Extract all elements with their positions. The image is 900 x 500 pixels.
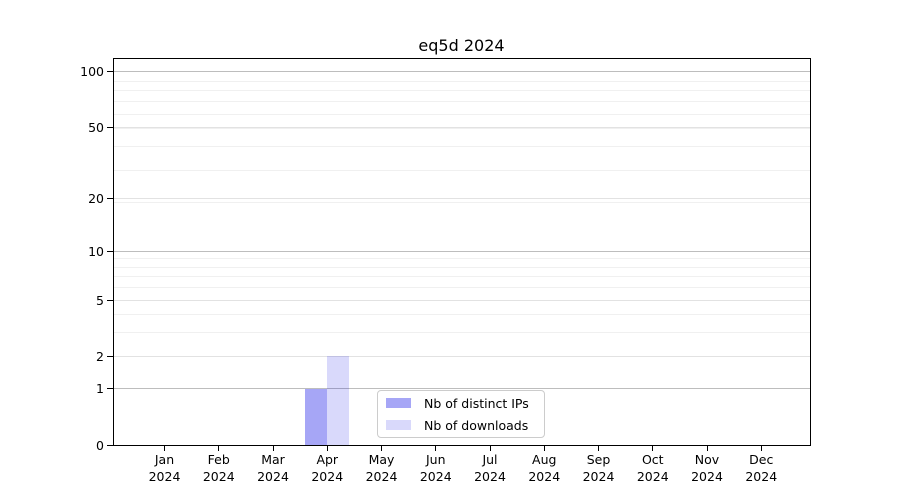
x-tick-label-may-2024: May 2024 <box>365 452 398 484</box>
x-tick <box>326 446 328 451</box>
y-gridline <box>113 71 810 73</box>
x-tick <box>760 446 762 451</box>
x-tick <box>218 446 220 451</box>
x-tick <box>164 446 165 451</box>
y-gridline <box>113 355 810 357</box>
y-tick-label: 100 <box>80 64 104 80</box>
x-tick-label-apr-2024: Apr 2024 <box>311 452 344 484</box>
x-tick <box>489 446 491 451</box>
y-tick-label: 20 <box>88 191 104 207</box>
y-tick-label: 50 <box>88 119 104 135</box>
y-gridline <box>113 250 810 252</box>
x-tick-label-nov-2024: Nov 2024 <box>691 452 723 484</box>
y-gridline-minor <box>113 314 810 316</box>
legend-swatch-distinct-ips <box>386 398 411 408</box>
bar-nb-of-downloads-apr-2024 <box>327 356 350 445</box>
x-tick-label-aug-2024: Aug 2024 <box>528 452 561 484</box>
y-tick <box>107 198 113 200</box>
y-gridline-minor <box>113 128 810 130</box>
y-tick <box>107 355 113 357</box>
x-tick-label-jul-2024: Jul 2024 <box>474 452 506 484</box>
legend-item-downloads: Nb of downloads <box>386 416 536 435</box>
legend-item-distinct-ips: Nb of distinct IPs <box>386 394 536 413</box>
y-gridline-minor <box>113 113 810 115</box>
x-tick-label-mar-2024: Mar 2024 <box>257 452 289 484</box>
spine-right <box>810 58 811 446</box>
x-tick-label-sep-2024: Sep 2024 <box>582 452 615 484</box>
y-tick <box>107 444 113 446</box>
y-tick-label: 0 <box>96 437 104 453</box>
y-gridline-minor <box>113 258 810 260</box>
y-gridline-minor <box>113 90 810 92</box>
y-tick-label: 5 <box>96 292 104 308</box>
y-gridline <box>113 299 810 301</box>
y-tick <box>107 126 113 128</box>
y-tick-label: 1 <box>96 381 104 397</box>
x-tick <box>381 446 382 451</box>
x-tick <box>543 446 545 451</box>
y-gridline-minor <box>113 80 810 82</box>
y-gridline-minor <box>113 202 810 204</box>
legend: Nb of distinct IPs Nb of downloads <box>377 390 545 438</box>
y-gridline-minor <box>113 332 810 334</box>
x-tick <box>435 446 437 451</box>
y-gridline-minor <box>113 146 810 148</box>
x-tick-label-jun-2024: Jun 2024 <box>419 452 452 484</box>
y-gridline <box>113 126 810 128</box>
y-gridline-minor <box>113 169 810 171</box>
x-tick-label-oct-2024: Oct 2024 <box>636 452 669 484</box>
x-tick <box>272 446 274 451</box>
y-gridline-minor <box>113 266 810 268</box>
y-tick <box>107 71 113 73</box>
y-tick-label: 2 <box>96 348 104 364</box>
y-tick <box>107 250 113 252</box>
y-gridline-minor <box>113 287 810 289</box>
spine-bottom <box>113 445 811 446</box>
spine-left <box>113 58 114 445</box>
x-tick <box>706 446 708 451</box>
legend-label-distinct-ips: Nb of distinct IPs <box>424 395 529 411</box>
legend-swatch-downloads <box>386 420 411 430</box>
y-gridline <box>113 198 810 200</box>
legend-label-downloads: Nb of downloads <box>424 417 529 433</box>
y-gridline-minor <box>113 101 810 103</box>
chart-title: eq5d 2024 <box>418 36 505 55</box>
x-tick-label-dec-2024: Dec 2024 <box>745 452 778 484</box>
y-tick <box>107 388 113 390</box>
bar-nb-of-distinct-ips-apr-2024 <box>305 388 328 445</box>
y-tick-label: 10 <box>88 243 104 259</box>
x-tick <box>598 446 599 451</box>
y-gridline-minor <box>113 276 810 278</box>
y-tick <box>107 299 113 301</box>
spine-top <box>113 58 810 59</box>
x-tick-label-feb-2024: Feb 2024 <box>202 452 235 484</box>
y-gridline <box>113 388 810 390</box>
x-tick <box>652 446 654 451</box>
x-tick-label-jan-2024: Jan 2024 <box>148 452 181 484</box>
